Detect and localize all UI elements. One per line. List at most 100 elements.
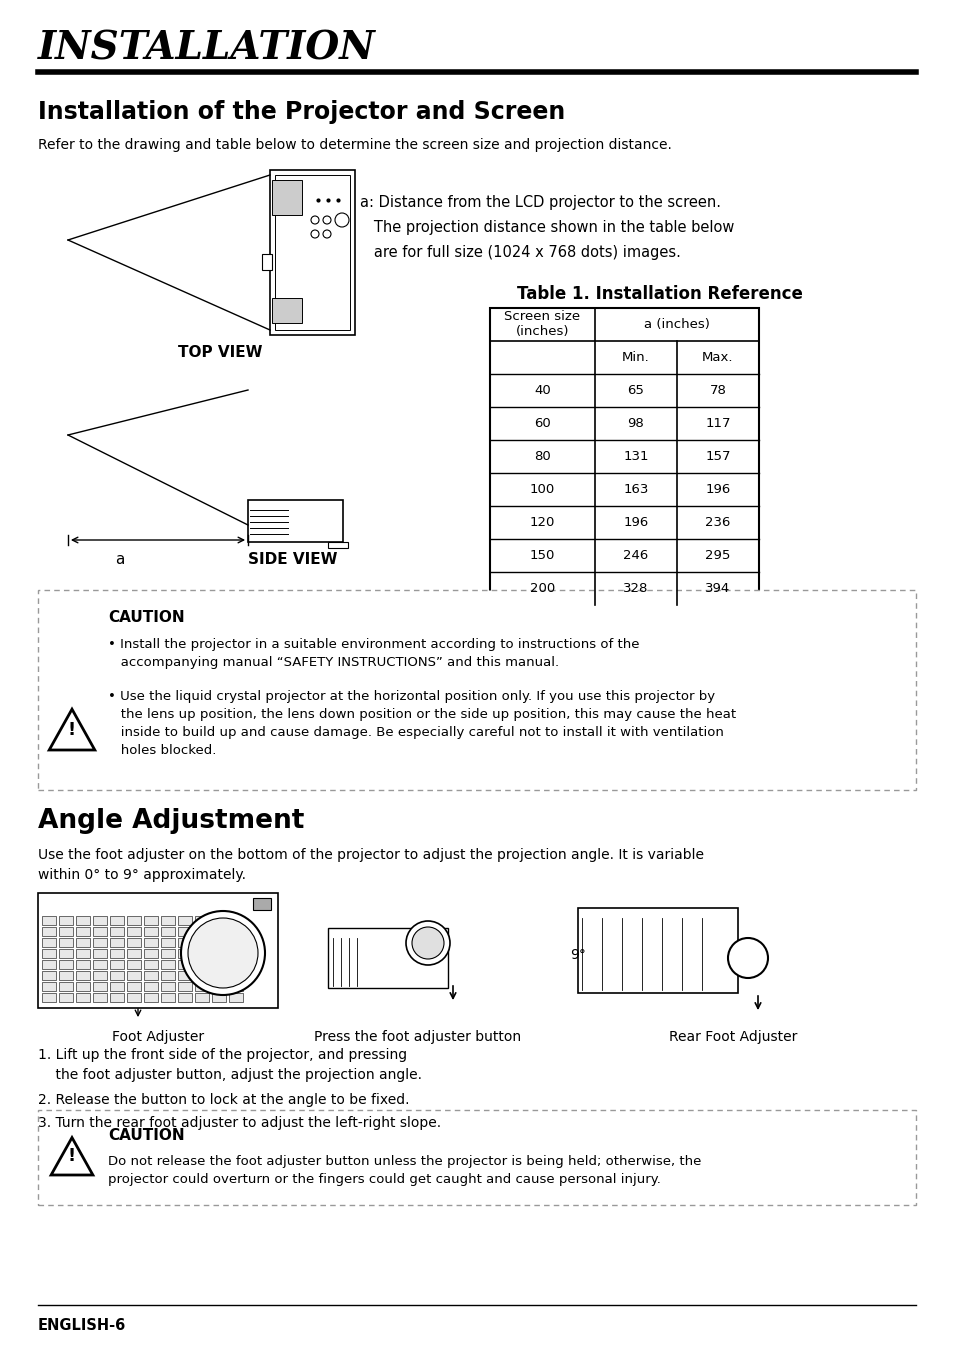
Bar [59,949,73,959]
Bar [194,992,209,1002]
Bar [161,982,174,991]
Text: 9°: 9° [569,948,585,963]
Bar [42,949,56,959]
Bar [229,927,243,936]
Bar [110,917,124,925]
Bar [110,992,124,1002]
Bar [92,971,107,980]
Bar [272,297,302,323]
Bar [76,949,90,959]
Bar [59,960,73,969]
Bar [161,917,174,925]
Bar [194,917,209,925]
Bar [229,938,243,946]
Text: The projection distance shown in the table below: The projection distance shown in the tab… [359,220,734,235]
Text: 163: 163 [622,483,648,496]
Bar [212,982,226,991]
Bar [144,992,158,1002]
Text: 328: 328 [622,581,648,595]
Text: 1. Lift up the front side of the projector, and pressing
    the foot adjuster b: 1. Lift up the front side of the project… [38,1048,421,1082]
Text: CAUTION: CAUTION [108,1128,185,1142]
Bar [212,971,226,980]
Bar [578,909,738,992]
Bar [567,888,897,1009]
Bar [248,500,343,542]
Bar [297,888,537,1009]
Bar [178,949,192,959]
Bar [161,960,174,969]
Text: 40: 40 [534,384,550,397]
Text: 78: 78 [709,384,725,397]
Text: 80: 80 [534,450,550,462]
Bar [92,938,107,946]
Bar [59,927,73,936]
Text: 150: 150 [529,549,555,562]
Text: 246: 246 [622,549,648,562]
Bar [127,927,141,936]
Circle shape [181,911,265,995]
Bar [212,938,226,946]
Text: Do not release the foot adjuster button unless the projector is being held; othe: Do not release the foot adjuster button … [108,1155,700,1186]
Bar [229,971,243,980]
Bar [272,180,302,215]
Text: Use the foot adjuster on the bottom of the projector to adjust the projection an: Use the foot adjuster on the bottom of t… [38,848,703,882]
Bar [490,308,759,604]
Bar [328,927,448,988]
Bar [59,917,73,925]
Bar [127,992,141,1002]
Bar [92,949,107,959]
Bar [127,971,141,980]
Text: 157: 157 [704,450,730,462]
Bar [229,960,243,969]
Text: 117: 117 [704,416,730,430]
Text: Rear Foot Adjuster: Rear Foot Adjuster [668,1030,797,1044]
Bar [42,971,56,980]
Bar [92,982,107,991]
Bar [253,898,271,910]
Bar [59,982,73,991]
Bar [38,1110,915,1205]
Bar [161,971,174,980]
Bar [178,960,192,969]
Text: 196: 196 [622,516,648,529]
Bar [127,982,141,991]
Bar [38,894,277,1009]
Circle shape [311,230,318,238]
Bar [92,927,107,936]
Bar [92,960,107,969]
Bar [76,960,90,969]
Bar [212,917,226,925]
Text: ENGLISH-6: ENGLISH-6 [38,1318,126,1333]
Bar [178,917,192,925]
Text: Max.: Max. [701,352,733,364]
Bar [76,992,90,1002]
Text: a: a [115,552,125,566]
Bar [110,949,124,959]
Circle shape [188,918,257,988]
Bar [144,982,158,991]
Bar [212,927,226,936]
Text: 2. Release the button to lock at the angle to be fixed.: 2. Release the button to lock at the ang… [38,1092,409,1107]
Text: 3. Turn the rear foot adjuster to adjust the left-right slope.: 3. Turn the rear foot adjuster to adjust… [38,1115,440,1130]
Bar [229,949,243,959]
Bar [212,960,226,969]
Bar [127,960,141,969]
Bar [92,992,107,1002]
Text: 120: 120 [529,516,555,529]
Bar [144,938,158,946]
Bar [194,949,209,959]
Text: 236: 236 [704,516,730,529]
Bar [127,949,141,959]
Bar [161,992,174,1002]
Bar [212,992,226,1002]
Bar [229,982,243,991]
Text: INSTALLATION: INSTALLATION [38,30,375,68]
Circle shape [323,230,331,238]
Bar [328,542,348,548]
Text: 200: 200 [529,581,555,595]
Bar [161,949,174,959]
Bar [92,917,107,925]
Circle shape [335,214,349,227]
Text: !: ! [68,721,76,738]
Text: Foot Adjuster: Foot Adjuster [112,1030,204,1044]
